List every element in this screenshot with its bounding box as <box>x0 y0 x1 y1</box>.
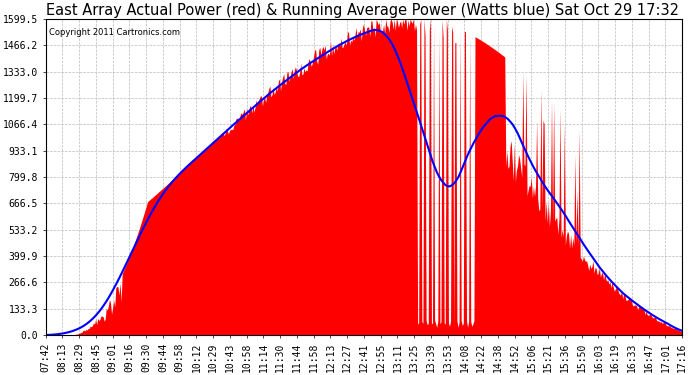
Text: East Array Actual Power (red) & Running Average Power (Watts blue) Sat Oct 29 17: East Array Actual Power (red) & Running … <box>46 3 679 18</box>
Text: Copyright 2011 Cartronics.com: Copyright 2011 Cartronics.com <box>49 28 180 38</box>
